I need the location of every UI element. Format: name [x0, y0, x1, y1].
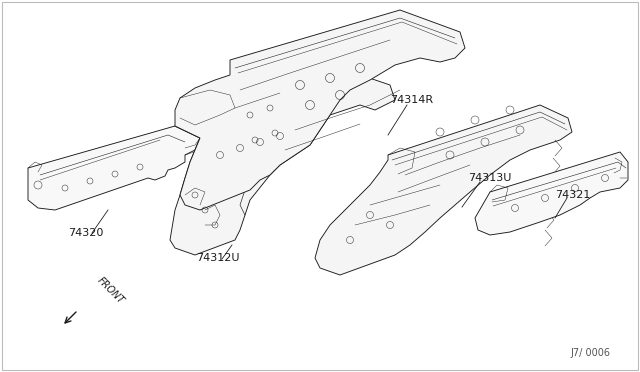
- Text: 74312U: 74312U: [196, 253, 239, 263]
- Text: J7/ 0006: J7/ 0006: [570, 348, 610, 358]
- Text: 74313U: 74313U: [468, 173, 511, 183]
- Polygon shape: [170, 68, 395, 255]
- Polygon shape: [28, 126, 200, 210]
- Text: 74321: 74321: [555, 190, 590, 200]
- Text: 74314R: 74314R: [390, 95, 433, 105]
- Polygon shape: [475, 152, 628, 235]
- Text: 74320: 74320: [68, 228, 104, 238]
- Polygon shape: [175, 10, 465, 210]
- Text: FRONT: FRONT: [95, 275, 125, 306]
- Polygon shape: [315, 105, 572, 275]
